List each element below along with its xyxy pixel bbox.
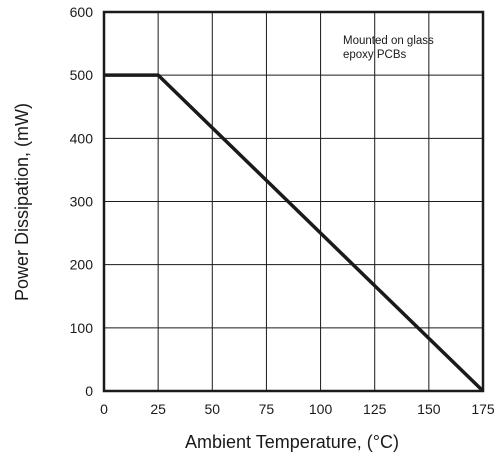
y-tick-label-0: 0 — [85, 383, 93, 399]
annotation-line-1: Mounted on glass — [343, 35, 434, 47]
y-tick-labels: 0 100 200 300 400 500 600 — [70, 4, 94, 399]
plot-frame — [102, 10, 485, 393]
annotation-line-2: epoxy PCBs — [343, 49, 407, 61]
y-tick-label-400: 400 — [70, 130, 94, 146]
series-line-power-derating — [104, 73, 485, 393]
x-tick-label-125: 125 — [363, 401, 387, 417]
y-tick-label-100: 100 — [70, 320, 94, 336]
x-tick-label-150: 150 — [417, 401, 441, 417]
y-tick-label-300: 300 — [70, 194, 94, 210]
x-tick-label-175: 175 — [471, 401, 495, 417]
x-tick-labels: 0 25 50 75 100 125 150 175 — [100, 401, 495, 417]
x-tick-label-50: 50 — [204, 401, 220, 417]
x-tick-label-25: 25 — [150, 401, 166, 417]
x-axis-label: Ambient Temperature, (°C) — [185, 432, 399, 452]
y-tick-label-500: 500 — [70, 67, 94, 83]
y-tick-label-200: 200 — [70, 257, 94, 273]
x-tick-label-100: 100 — [309, 401, 333, 417]
gridlines — [104, 12, 483, 391]
y-tick-label-600: 600 — [70, 4, 94, 20]
x-tick-label-0: 0 — [100, 401, 108, 417]
y-axis-label: Power Dissipation, (mW) — [12, 103, 32, 301]
x-tick-label-75: 75 — [259, 401, 275, 417]
